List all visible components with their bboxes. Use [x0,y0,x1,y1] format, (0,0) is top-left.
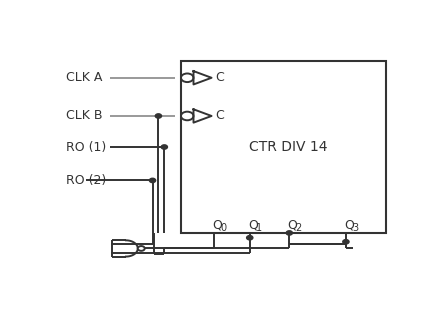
Text: Q: Q [248,219,258,232]
Text: CLK A: CLK A [66,71,103,84]
Text: 2: 2 [296,223,302,233]
Circle shape [149,178,155,183]
Text: 3: 3 [352,223,358,233]
Circle shape [138,246,145,251]
Circle shape [286,231,293,235]
Text: RO (1): RO (1) [66,140,107,153]
Circle shape [181,73,194,82]
Circle shape [161,145,168,149]
Text: C: C [216,71,224,84]
Circle shape [155,114,162,118]
Text: CTR DIV 14: CTR DIV 14 [250,140,328,154]
Circle shape [343,240,349,244]
Text: CLK B: CLK B [66,109,103,122]
Text: C: C [216,109,224,122]
Circle shape [181,112,194,120]
Text: Q: Q [212,219,222,232]
Text: 0: 0 [220,223,226,233]
Text: Q: Q [344,219,354,232]
Text: RO (2): RO (2) [66,174,107,187]
Bar [181,61,386,233]
Text: Q: Q [288,219,297,232]
Circle shape [246,236,253,240]
Text: 1: 1 [256,223,262,233]
